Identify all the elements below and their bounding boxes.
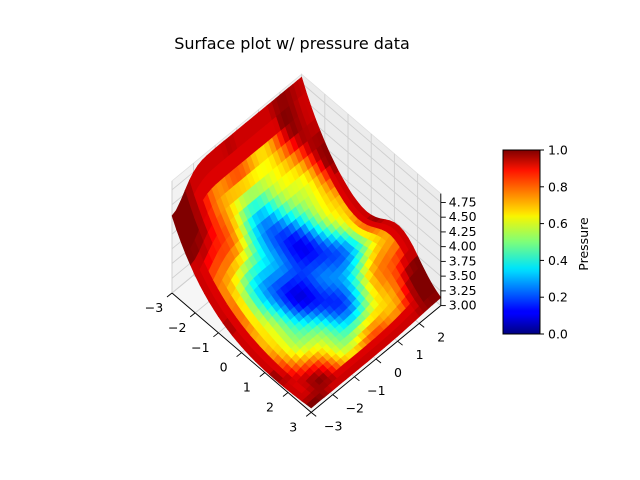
y-tick-mark bbox=[332, 394, 339, 399]
x-tick-label: 0 bbox=[220, 360, 228, 375]
z-tick-label: 4.00 bbox=[449, 239, 477, 254]
x-tick-label: −2 bbox=[168, 320, 186, 335]
colorbar-tick-label: 0.2 bbox=[548, 290, 568, 305]
x-tick-mark bbox=[166, 292, 173, 298]
x-tick-mark bbox=[236, 352, 242, 358]
x-tick-label: 2 bbox=[266, 400, 274, 415]
y-tick-label: −1 bbox=[367, 383, 385, 398]
y-tick-mark bbox=[354, 376, 360, 382]
y-tick-label: 0 bbox=[394, 365, 402, 380]
colorbar-tick-label: 0.6 bbox=[548, 216, 568, 231]
colorbar: 0.0 0.2 0.4 0.6 0.8 1.0 Pressure bbox=[502, 143, 591, 342]
x-tick-label: −1 bbox=[191, 340, 209, 355]
x-tick-mark bbox=[259, 372, 266, 377]
z-tick-label: 3.75 bbox=[449, 253, 477, 268]
x-tick-mark bbox=[282, 392, 289, 397]
y-tick-label: 1 bbox=[416, 347, 424, 362]
z-tick-label: 3.25 bbox=[449, 283, 477, 298]
colorbar-gradient bbox=[502, 149, 541, 335]
x-tick-mark bbox=[305, 412, 312, 417]
y-tick-mark bbox=[375, 358, 382, 364]
y-tick-label: −3 bbox=[324, 418, 342, 433]
colorbar-tick-label: 0.8 bbox=[548, 179, 568, 194]
pressure-surface bbox=[171, 76, 442, 409]
x-tick-label: 1 bbox=[243, 380, 251, 395]
y-tick-mark bbox=[310, 412, 317, 417]
y-tick-label: 2 bbox=[437, 329, 445, 344]
x-tick-label: 3 bbox=[289, 419, 297, 434]
x-tick-mark bbox=[213, 332, 219, 338]
colorbar-tick-label: 1.0 bbox=[548, 143, 568, 158]
y-tick-mark bbox=[397, 340, 403, 346]
z-tick-label: 3.00 bbox=[449, 298, 477, 313]
y-tick-mark bbox=[418, 323, 425, 328]
y-tick-label: −2 bbox=[346, 401, 364, 416]
colorbar-ticks: 0.0 0.2 0.4 0.6 0.8 1.0 bbox=[540, 143, 568, 342]
colorbar-tick-label: 0.4 bbox=[548, 253, 568, 268]
surface-cell bbox=[306, 400, 316, 409]
z-tick-label: 3.50 bbox=[449, 268, 477, 283]
colorbar-tick-label: 0.0 bbox=[548, 327, 568, 342]
chart-title: Surface plot w/ pressure data bbox=[174, 34, 410, 53]
z-tick-label: 4.75 bbox=[449, 194, 477, 209]
x-tick-label: −3 bbox=[145, 300, 163, 315]
z-tick-label: 4.25 bbox=[449, 224, 477, 239]
colorbar-label: Pressure bbox=[576, 217, 591, 271]
x-tick-mark bbox=[189, 312, 196, 318]
z-tick-label: 4.50 bbox=[449, 209, 477, 224]
